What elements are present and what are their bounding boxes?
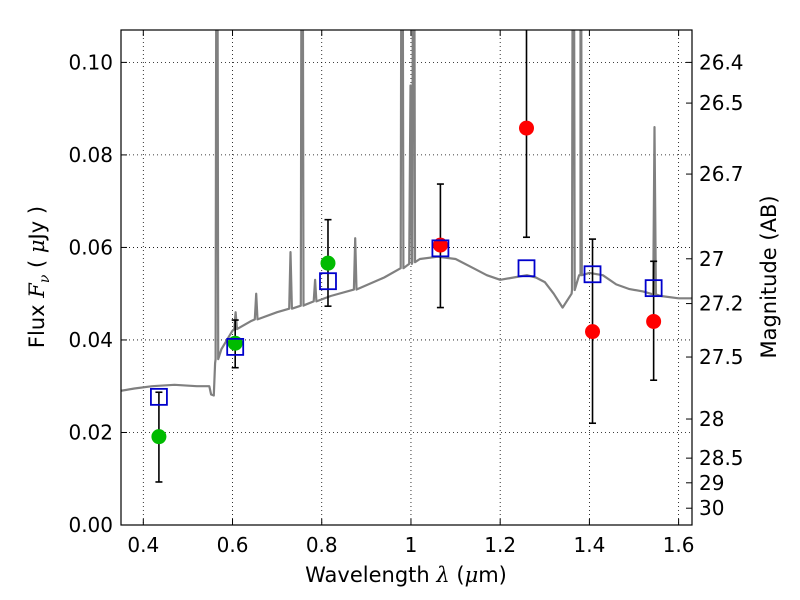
model-square-marker — [644, 279, 663, 298]
spectrum-line — [121, 30, 692, 397]
model-square-marker — [319, 272, 337, 291]
y2-tick-label: 29 — [699, 471, 724, 495]
x-tick-label: 0.8 — [306, 533, 338, 557]
red-photometry-point — [518, 120, 534, 136]
plot-frame — [120, 29, 693, 526]
y2-tick-label: 27 — [699, 247, 724, 271]
y2-tick-label: 27.2 — [699, 292, 744, 316]
axis-ticks: 0.4 0.6 0.8 1 1.2 1.4 1.6 0.00 0.02 0.04 0.06 0.08 0… — [68, 30, 744, 557]
model-square-marker — [517, 259, 536, 278]
y2-axis-label: Magnitude (AB) — [757, 195, 781, 358]
y2-tick-label: 30 — [699, 496, 724, 520]
green-photometry-point — [227, 335, 243, 351]
data-markers — [150, 120, 663, 445]
red-photometry-point — [646, 313, 662, 329]
green-photometry-point — [151, 429, 167, 445]
y-tick-label: 0.00 — [68, 513, 113, 537]
green-photometry-point — [320, 255, 336, 271]
y2-tick-label: 28.5 — [699, 446, 744, 470]
y2-tick-label: 26.4 — [699, 50, 744, 74]
y-tick-label: 0.04 — [68, 328, 113, 352]
x-tick-label: 1.2 — [484, 533, 516, 557]
model-square-marker — [431, 239, 450, 258]
y-tick-label: 0.08 — [68, 143, 113, 167]
y2-tick-label: 26.5 — [699, 91, 744, 115]
x-tick-label: 1.6 — [663, 533, 695, 557]
model-square-marker — [583, 265, 602, 284]
x-tick-label: 0.4 — [127, 533, 159, 557]
grid-lines — [121, 30, 692, 525]
y2-tick-label: 27.5 — [699, 345, 744, 369]
y-tick-label: 0.02 — [68, 420, 113, 444]
y-tick-label: 0.06 — [68, 235, 113, 259]
model-square-marker — [226, 337, 245, 356]
x-tick-label: 1.4 — [573, 533, 605, 557]
y2-tick-label: 28 — [699, 407, 724, 431]
y-tick-label: 0.10 — [68, 50, 113, 74]
spectrum — [121, 30, 692, 397]
y2-tick-label: 26.7 — [699, 162, 744, 186]
red-photometry-point — [432, 237, 448, 253]
model-square-marker — [150, 387, 168, 406]
red-photometry-point — [585, 324, 601, 340]
x-tick-label: 1 — [405, 533, 418, 557]
x-axis-label: Wavelength λ (μm) — [305, 563, 507, 587]
y-axis-label: Flux Fν ( μJy ) — [25, 206, 53, 348]
x-tick-label: 0.6 — [217, 533, 249, 557]
